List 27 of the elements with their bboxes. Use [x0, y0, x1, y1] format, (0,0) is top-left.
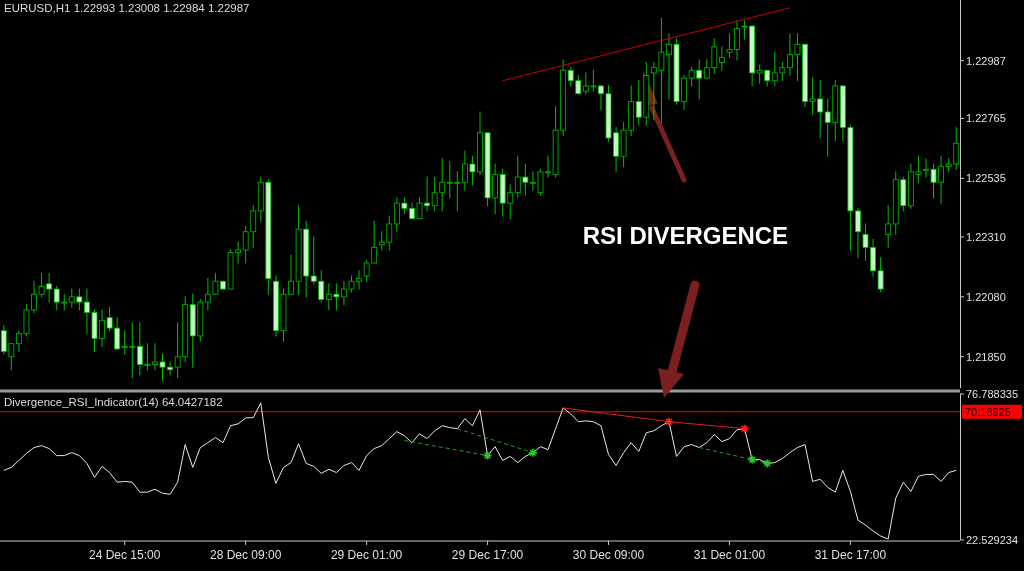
- point: [664, 416, 674, 427]
- point: [747, 454, 757, 465]
- ref-line-label: 70.18925: [965, 405, 1011, 418]
- annotation: RSI DIVERGENCE: [582, 222, 789, 250]
- x-tick-label: 24 Dec 15:00: [89, 548, 161, 562]
- point: [739, 423, 750, 434]
- x-tick-label: 29 Dec 17:00: [451, 548, 524, 562]
- y-tick-label: 1.22535: [966, 172, 1006, 185]
- point: [528, 447, 538, 458]
- y-tick-label: 1.22310: [966, 230, 1006, 243]
- x-tick-label: 31 Dec 17:00: [814, 548, 887, 562]
- x-tick-label: 30 Dec 09:00: [572, 548, 645, 562]
- y-tick-label: 1.22765: [966, 112, 1006, 125]
- y-tick-label: 1.22080: [966, 290, 1006, 303]
- candlestick: [885, 205, 892, 248]
- y-tick-label: 76.788335: [966, 388, 1018, 400]
- chart-title: EURUSD,H1 1.22993 1.23008 1.22984 1.22987: [4, 2, 250, 14]
- chart-title: Divergence_RSI_Indicator(14) 64.0427182: [4, 396, 223, 408]
- x-tick-label: 28 Dec 09:00: [209, 548, 282, 562]
- x-tick-label: 29 Dec 01:00: [330, 548, 403, 562]
- x-tick-label: 31 Dec 01:00: [693, 548, 766, 562]
- y-tick-label: 1.21850: [966, 350, 1006, 363]
- point: [762, 458, 772, 469]
- y-tick-label: 22.529234: [966, 534, 1018, 546]
- point: [482, 450, 493, 461]
- candlestick: [718, 46, 725, 71]
- y-tick-label: 1.22987: [966, 54, 1006, 67]
